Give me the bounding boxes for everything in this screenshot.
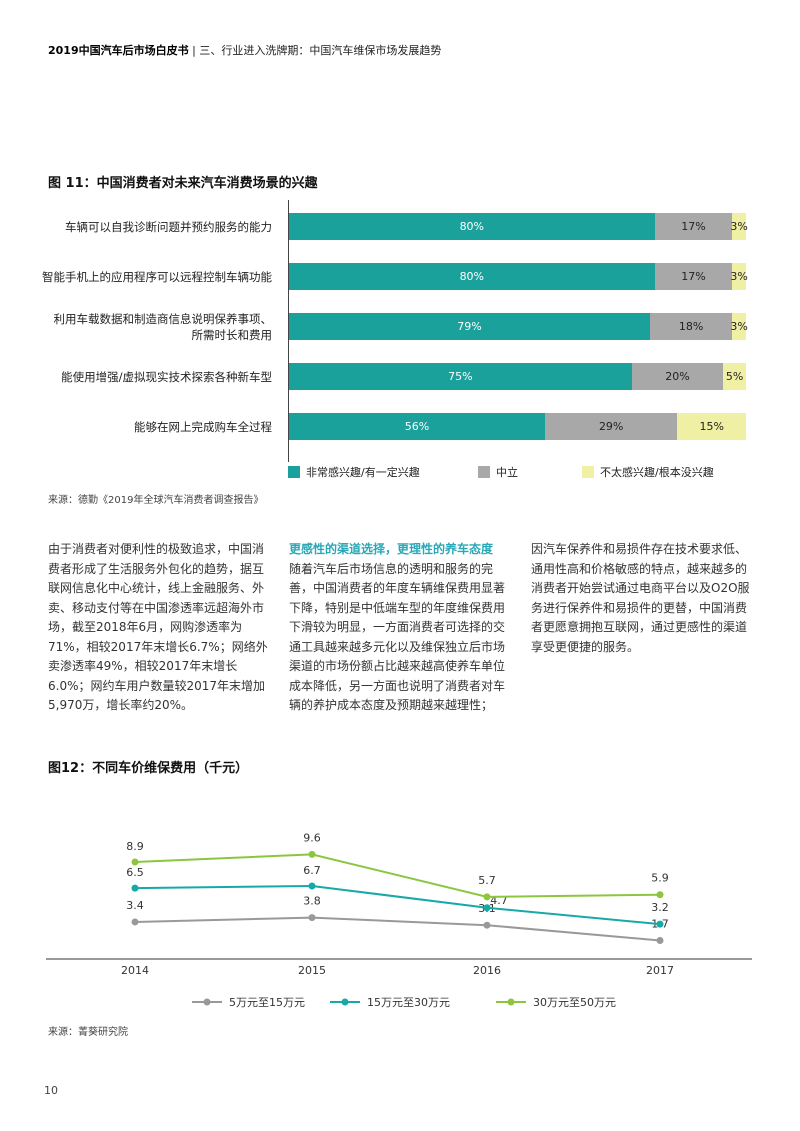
legend-marker bbox=[203, 998, 211, 1006]
data-point bbox=[308, 914, 316, 922]
paragraph-col2: 更感性的渠道选择，更理性的养车态度 随着汽车后市场信息的透明和服务的完善，中国消… bbox=[289, 540, 511, 716]
page-number: 10 bbox=[44, 1084, 58, 1097]
figure12-title: 图12：不同车价维保费用（千元） bbox=[48, 761, 249, 776]
row-label: 能够在网上完成购车全过程 bbox=[134, 419, 272, 435]
row-label-line: 能使用增强/虚拟现实技术探索各种新车型 bbox=[61, 369, 272, 384]
bar-segment: 80% bbox=[289, 213, 655, 240]
figure12-source: 来源：菁葵研究院 bbox=[48, 1027, 128, 1038]
data-label: 5.9 bbox=[651, 872, 669, 885]
row-label-line: 所需时长和费用 bbox=[191, 327, 273, 342]
data-label: 3.8 bbox=[303, 895, 321, 908]
bar-value-label: 80% bbox=[459, 220, 485, 233]
data-label: 6.5 bbox=[126, 866, 144, 879]
paragraph-col2-heading: 更感性的渠道选择，更理性的养车态度 bbox=[289, 542, 494, 556]
data-point bbox=[308, 850, 316, 858]
legend-label-not-interested: 不太感兴趣/根本没兴趣 bbox=[600, 466, 714, 479]
bar-segment: 17% bbox=[654, 263, 733, 290]
series-line bbox=[134, 853, 661, 898]
figure11-axis-line bbox=[288, 200, 289, 462]
paragraph-col1: 由于消费者对便利性的极致追求，中国消费者形成了生活服务外包化的趋势，据互联网信息… bbox=[48, 542, 268, 712]
data-point bbox=[131, 918, 139, 926]
figure12-chart: 20142015201620173.43.83.11.76.56.74.73.2… bbox=[46, 831, 752, 1009]
bar-segment: 3% bbox=[730, 213, 748, 240]
data-label: 9.6 bbox=[303, 831, 321, 844]
row-label: 智能手机上的应用程序可以远程控制车辆功能 bbox=[42, 269, 272, 285]
row-label: 车辆可以自我诊断问题并预约服务的能力 bbox=[65, 219, 272, 235]
bar-segment: 3% bbox=[730, 313, 748, 340]
bar-value-label: 29% bbox=[598, 420, 624, 433]
row-label: 能使用增强/虚拟现实技术探索各种新车型 bbox=[61, 369, 272, 385]
bar-value-label: 80% bbox=[459, 270, 485, 283]
bar-value-label: 3% bbox=[730, 220, 748, 233]
data-point bbox=[483, 904, 491, 912]
bar-value-label: 20% bbox=[665, 370, 690, 383]
legend-marker bbox=[341, 998, 349, 1006]
data-label: 3.2 bbox=[651, 901, 669, 914]
x-tick-label: 2017 bbox=[646, 964, 674, 977]
bar-segment: 17% bbox=[654, 213, 733, 240]
x-tick-label: 2016 bbox=[473, 964, 501, 977]
legend-marker bbox=[507, 998, 515, 1006]
header-separator: | bbox=[192, 44, 196, 57]
bar-value-label: 75% bbox=[448, 370, 473, 383]
row-label: 利用车载数据和制造商信息说明保养事项、 所需时长和费用 bbox=[54, 311, 273, 343]
bar-segment: 18% bbox=[650, 313, 733, 340]
legend-label-very-interested: 非常感兴趣/有一定兴趣 bbox=[306, 466, 420, 479]
data-point bbox=[483, 893, 491, 901]
bar-segment: 29% bbox=[544, 413, 678, 440]
section-title: 三、行业进入洗牌期：中国汽车维保市场发展趋势 bbox=[199, 44, 442, 57]
row-label-line: 智能手机上的应用程序可以远程控制车辆功能 bbox=[42, 269, 272, 284]
bar-value-label: 18% bbox=[678, 320, 704, 333]
bar-segment: 5% bbox=[723, 363, 746, 390]
bar-value-label: 5% bbox=[725, 370, 744, 383]
bar-segment: 80% bbox=[289, 263, 655, 290]
row-label-line: 利用车载数据和制造商信息说明保养事项、 bbox=[53, 311, 273, 326]
data-label: 6.7 bbox=[303, 864, 321, 877]
series-line bbox=[134, 884, 661, 926]
x-tick-label: 2014 bbox=[121, 964, 149, 977]
bar-value-label: 3% bbox=[730, 270, 748, 283]
bar-value-label: 56% bbox=[404, 420, 430, 433]
legend-label: 30万元至50万元 bbox=[533, 996, 616, 1009]
data-point bbox=[131, 858, 139, 866]
paragraph-col2-text: 随着汽车后市场信息的透明和服务的完善，中国消费者的年度车辆维保费用显著下降，特别… bbox=[289, 561, 506, 713]
legend-label: 15万元至30万元 bbox=[367, 996, 450, 1009]
bar-segment: 75% bbox=[289, 363, 632, 390]
figure11-chart: 车辆可以自我诊断问题并预约服务的能力 80% 17% 3% 智能手机上的应用程序可以远程… bbox=[0, 200, 800, 500]
paragraph-col3: 因汽车保养件和易损件存在技术要求低、通用性高和价格敏感的特点，越来越多的消费者开… bbox=[531, 542, 750, 654]
row-label-line: 车辆可以自我诊断问题并预约服务的能力 bbox=[65, 219, 272, 234]
bar-segment: 3% bbox=[730, 263, 748, 290]
book-title: 2019中国汽车后市场白皮书 bbox=[48, 44, 189, 57]
bar-value-label: 17% bbox=[681, 220, 706, 233]
data-point bbox=[656, 936, 664, 944]
legend-swatch-very-interested bbox=[288, 466, 300, 478]
data-point bbox=[483, 921, 491, 929]
bar-value-label: 79% bbox=[457, 320, 482, 333]
data-label: 3.4 bbox=[126, 899, 144, 912]
bar-segment: 15% bbox=[677, 413, 746, 440]
data-point bbox=[656, 891, 664, 899]
data-label: 5.7 bbox=[478, 874, 496, 887]
data-label: 8.9 bbox=[126, 840, 144, 853]
bar-value-label: 17% bbox=[681, 270, 706, 283]
figure11-source: 来源：德勤《2019年全球汽车消费者调查报告》 bbox=[48, 495, 264, 506]
running-header: 2019中国汽车后市场白皮书 | 三、行业进入洗牌期：中国汽车维保市场发展趋势 bbox=[48, 42, 441, 58]
x-tick-label: 2015 bbox=[298, 964, 326, 977]
bar-value-label: 3% bbox=[730, 320, 748, 333]
bar-segment: 20% bbox=[631, 363, 724, 390]
legend-swatch-neutral bbox=[478, 466, 490, 478]
series-line bbox=[134, 916, 661, 942]
legend-label-neutral: 中立 bbox=[496, 466, 518, 479]
bar-segment: 79% bbox=[289, 313, 651, 340]
bar-segment: 56% bbox=[289, 413, 545, 440]
figure11-title: 图 11：中国消费者对未来汽车消费场景的兴趣 bbox=[48, 176, 318, 191]
row-label-line: 能够在网上完成购车全过程 bbox=[134, 419, 272, 434]
data-point bbox=[308, 882, 316, 890]
legend-label: 5万元至15万元 bbox=[229, 996, 305, 1009]
data-point bbox=[656, 920, 664, 928]
data-point bbox=[131, 884, 139, 892]
bar-value-label: 15% bbox=[699, 420, 724, 433]
legend-swatch-not-interested bbox=[582, 466, 594, 478]
